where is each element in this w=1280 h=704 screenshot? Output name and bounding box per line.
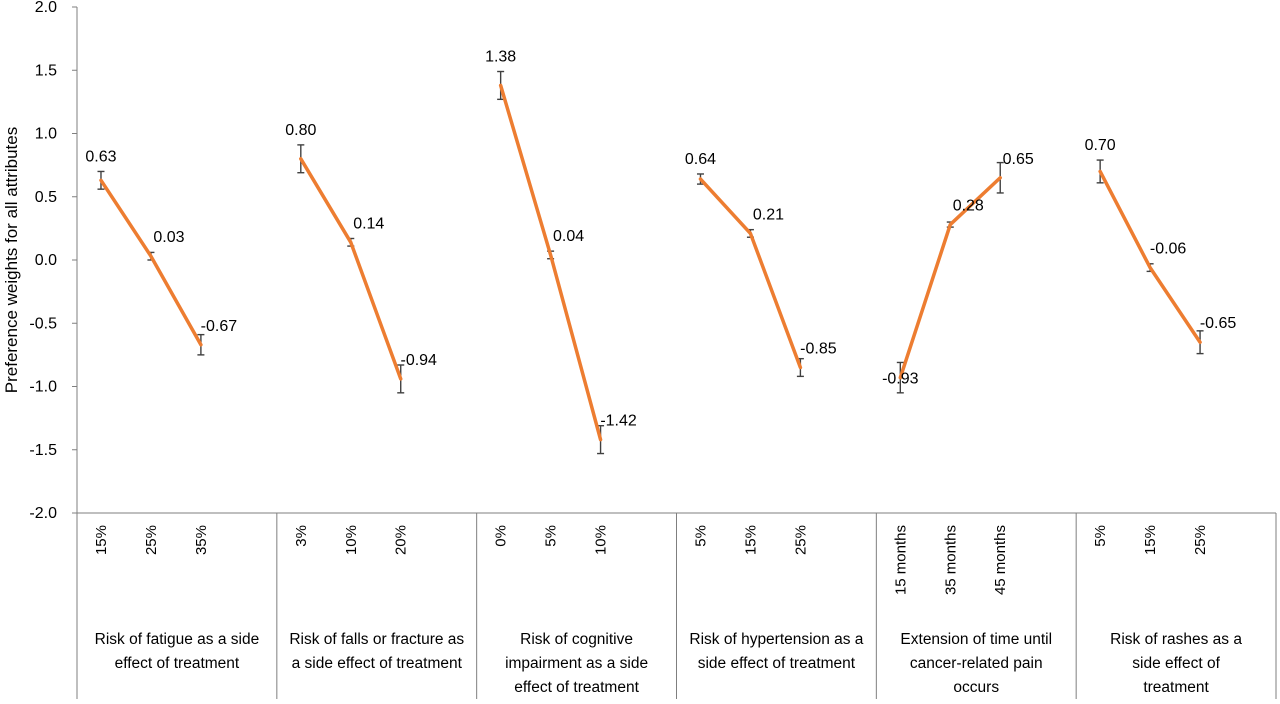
- group-label: effect of treatment: [514, 679, 639, 696]
- y-tick-label: 1.0: [35, 126, 57, 143]
- category-label: 10%: [343, 525, 360, 555]
- data-label: 0.65: [1003, 151, 1034, 168]
- data-label: -0.93: [882, 371, 919, 388]
- data-label: -0.65: [1200, 315, 1237, 332]
- y-tick-label: 2.0: [35, 0, 57, 16]
- series-line: [498, 83, 603, 442]
- data-label: 1.38: [485, 49, 516, 66]
- group-label: Extension of time until: [900, 631, 1052, 648]
- category-label: 10%: [593, 525, 610, 555]
- category-label: 45 months: [992, 525, 1009, 595]
- category-label: 15%: [1142, 525, 1159, 555]
- data-label: 0.03: [153, 229, 184, 246]
- series-line: [299, 157, 403, 381]
- error-bars-layer: [97, 70, 1204, 455]
- data-label: 0.80: [285, 122, 316, 139]
- group-label: Risk of fatigue as a side: [95, 631, 260, 648]
- series-line: [1098, 169, 1202, 344]
- category-label: 35%: [193, 525, 210, 555]
- y-tick-label: -1.0: [29, 379, 57, 396]
- data-label: -0.94: [400, 352, 437, 369]
- category-label: 5%: [543, 525, 560, 547]
- category-label: 25%: [792, 525, 809, 555]
- category-label: 20%: [393, 525, 410, 555]
- category-label: 35 months: [942, 525, 959, 595]
- y-tick-label: -2.0: [29, 505, 57, 522]
- y-tick-label: -0.5: [29, 315, 57, 332]
- category-label: 15%: [742, 525, 759, 555]
- group-label: cancer-related pain: [910, 655, 1043, 672]
- data-labels-layer: 0.63 0.03 -0.67 0.80 0.14 -0.94 1.38 0.04 -1.42 0…: [85, 49, 1236, 430]
- group-label: effect of treatment: [115, 655, 240, 672]
- y-tick-label: 0.5: [35, 189, 57, 206]
- category-label: 15 months: [892, 525, 909, 595]
- y-tick-label: 1.5: [35, 62, 57, 79]
- category-labels-layer: 15% 25% 35% Risk of fatigue as a side effect…: [93, 525, 1242, 696]
- data-label: -0.06: [1150, 241, 1187, 258]
- data-label: 0.70: [1085, 137, 1116, 154]
- data-label: -0.85: [800, 341, 837, 358]
- category-label: 3%: [293, 525, 310, 547]
- category-label: 15%: [93, 525, 110, 555]
- group-label: Risk of falls or fracture as: [289, 631, 464, 648]
- data-label: -1.42: [600, 413, 637, 430]
- data-label: 0.63: [85, 148, 116, 165]
- category-label: 25%: [1192, 525, 1209, 555]
- series-line: [898, 176, 1002, 380]
- group-label: impairment as a side: [505, 655, 648, 672]
- group-label: a side effect of treatment: [292, 655, 463, 672]
- data-label: 0.04: [553, 228, 584, 245]
- y-axis-label: Preference weights for all attributes: [2, 127, 21, 393]
- group-label: side effect of: [1132, 655, 1220, 672]
- data-label: 0.64: [685, 151, 716, 168]
- category-label: 25%: [143, 525, 160, 555]
- category-label: 0%: [493, 525, 510, 547]
- group-label: side effect of treatment: [698, 655, 856, 672]
- group-label: Risk of hypertension as a: [689, 631, 863, 648]
- data-label: -0.67: [201, 318, 238, 335]
- y-tick-label: 0.0: [35, 252, 57, 269]
- y-tick-label: -1.5: [29, 442, 57, 459]
- group-label: treatment: [1143, 679, 1209, 696]
- group-label: Risk of cognitive: [520, 631, 633, 648]
- series-lines-layer: [99, 83, 1202, 442]
- category-label: 5%: [692, 525, 709, 547]
- data-label: 0.14: [353, 215, 384, 232]
- series-line: [698, 177, 803, 370]
- group-label: occurs: [953, 679, 999, 696]
- category-label: 5%: [1092, 525, 1109, 547]
- data-label: 0.28: [953, 198, 984, 215]
- axes-layer: 2.0 1.5 1.0 0.5 0.0 -0.5 -1.0 -1.5 -2.0: [29, 0, 1277, 699]
- group-label: Risk of rashes as a: [1110, 631, 1242, 648]
- data-label: 0.21: [753, 206, 784, 223]
- series-line: [99, 178, 203, 347]
